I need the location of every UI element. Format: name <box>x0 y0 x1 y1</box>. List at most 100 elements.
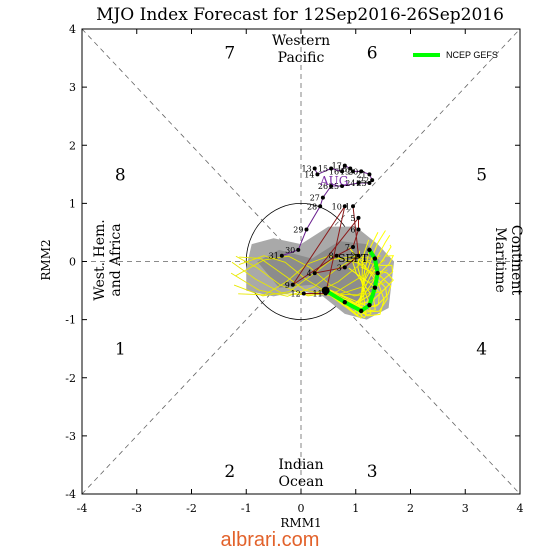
observed-point-13 <box>340 183 345 188</box>
observed-day-label-30: 11 <box>312 289 322 298</box>
observed-point-14 <box>329 183 334 188</box>
region-top-line1: Western <box>272 33 330 49</box>
region-right-line1: Maritime <box>492 227 508 293</box>
observed-day-label-25: 6 <box>350 226 355 235</box>
observed-point-26 <box>351 244 356 249</box>
observed-day-label-28: 9 <box>285 281 290 290</box>
observed-day-label-13: 25 <box>329 182 339 191</box>
observed-day-label-23: 4 <box>307 269 312 278</box>
observed-point-6 <box>348 166 353 171</box>
region-top: Western Pacific <box>272 33 330 66</box>
legend-label: NCEP GEFS <box>446 50 498 60</box>
forecast-mean-track <box>321 247 380 314</box>
observed-day-label-5: 17 <box>332 162 342 171</box>
observed-point-19 <box>279 253 284 258</box>
phase-label-1: 1 <box>115 340 126 360</box>
ensemble-spaghetti-5 <box>231 255 381 296</box>
phase-label-6: 6 <box>367 43 378 63</box>
watermark: albrari.com <box>221 529 320 547</box>
observed-point-31 <box>301 291 306 296</box>
observed-point-20 <box>351 204 356 209</box>
observed-day-label-16: 28 <box>307 202 317 211</box>
observed-point-11 <box>367 181 372 186</box>
observed-day-label-12: 24 <box>345 179 355 188</box>
observed-point-12 <box>356 181 361 186</box>
observed-day-label-9: 21 <box>356 170 366 179</box>
month-label-sept: SEPT <box>338 252 369 265</box>
observed-point-16 <box>318 204 323 209</box>
x-tick-label-5: 1 <box>352 502 359 515</box>
observed-day-label-6: 18 <box>337 165 347 174</box>
observed-day-label-7: 19 <box>340 167 350 176</box>
region-left-line1: West. Hem. <box>92 219 108 300</box>
x-tick-label-2: -2 <box>186 502 197 515</box>
observed-point-10 <box>370 178 375 183</box>
chart-title: MJO Index Forecast for 12Sep2016-26Sep20… <box>96 5 504 25</box>
x-tick-label-0: -4 <box>77 502 88 515</box>
y-tick-label-3: -1 <box>65 314 76 327</box>
phase-label-4: 4 <box>476 340 487 360</box>
observed-point-15 <box>320 195 325 200</box>
observed-day-label-2: 14 <box>304 170 314 179</box>
x-tick-label-4: 0 <box>298 502 305 515</box>
x-tick-label-3: -1 <box>241 502 252 515</box>
forecast-mean-line <box>324 248 380 314</box>
region-left: West. Hem. and Africa <box>92 219 124 300</box>
forecast-point-2 <box>342 299 347 305</box>
observed-point-23 <box>312 271 317 276</box>
observed-day-label-11: 23 <box>356 179 366 188</box>
ensemble-member-2 <box>326 261 376 312</box>
phase-label-3: 3 <box>367 462 378 482</box>
observed-point-2 <box>315 172 320 177</box>
region-right-line2: Continent <box>508 225 524 296</box>
observed-point-21 <box>356 253 361 258</box>
observed-day-label-19: 31 <box>269 252 279 261</box>
forecast-point-4 <box>367 302 372 308</box>
y-tick-label-4: 0 <box>69 256 76 269</box>
observed-point-4 <box>340 169 345 174</box>
observed-day-label-8: 20 <box>348 167 358 176</box>
x-tick-label-6: 2 <box>407 502 414 515</box>
observed-day-label-18: 30 <box>285 246 295 255</box>
observed-day-label-26: 7 <box>345 243 350 252</box>
region-bottom-line2: Ocean <box>279 474 324 490</box>
y-tick-label-1: -3 <box>65 430 76 443</box>
observed-day-label-31: 12 <box>291 289 301 298</box>
forecast-point-8 <box>367 247 372 253</box>
observed-point-8 <box>359 169 364 174</box>
observed-day-label-10: 22 <box>359 176 369 185</box>
observed-point-22 <box>342 265 347 270</box>
observed-point-1 <box>312 166 317 171</box>
y-tick-label-2: -2 <box>65 372 76 385</box>
observed-point-3 <box>329 166 334 171</box>
forecast-point-1 <box>321 286 330 295</box>
ensemble-spaghetti-4 <box>235 255 386 297</box>
legend: NCEP GEFS <box>413 50 498 60</box>
observed-day-label-17: 29 <box>293 226 303 235</box>
observed-day-label-1: 13 <box>302 165 312 174</box>
x-tick-label-8: 4 <box>517 502 524 515</box>
observed-point-24 <box>356 215 361 220</box>
phase-label-7: 7 <box>224 43 235 63</box>
y-tick-label-6: 2 <box>69 139 76 152</box>
x-tick-label-1: -3 <box>131 502 142 515</box>
forecast-point-5 <box>372 285 378 290</box>
observed-day-label-14: 26 <box>318 182 328 191</box>
x-axis-label: RMM1 <box>280 516 321 530</box>
region-right: Maritime Continent <box>492 225 524 296</box>
region-bottom-line1: Indian <box>278 457 323 473</box>
observed-day-label-21: 2 <box>350 252 355 261</box>
phase-label-2: 2 <box>224 462 235 482</box>
region-left-line2: and Africa <box>108 223 124 296</box>
observed-point-25 <box>356 227 361 232</box>
y-tick-label-8: 4 <box>69 23 76 36</box>
observed-day-label-20: 1 <box>345 202 350 211</box>
y-tick-label-5: 1 <box>69 197 76 210</box>
observed-point-9 <box>367 172 372 177</box>
y-tick-label-7: 3 <box>69 81 76 94</box>
observed-line-sept <box>292 206 360 294</box>
